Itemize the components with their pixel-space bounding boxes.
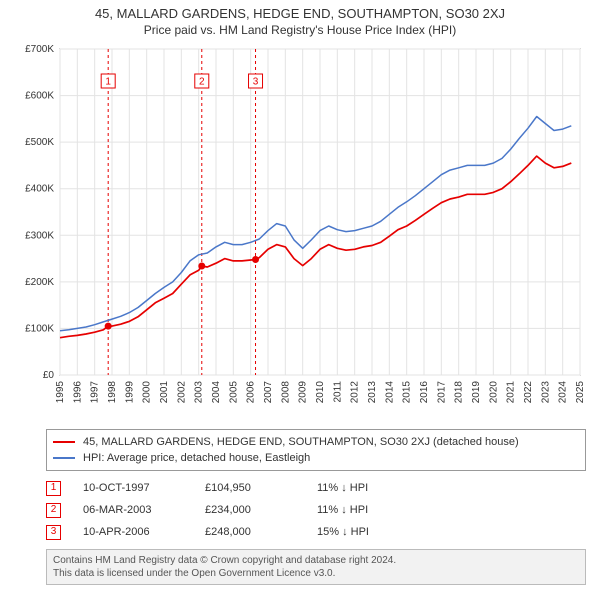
x-tick-label: 2008 — [280, 381, 291, 404]
event-row-diff: 11% ↓ HPI — [317, 477, 427, 499]
x-tick-label: 2015 — [402, 381, 413, 404]
y-tick-label: £0 — [43, 370, 55, 381]
x-tick-label: 1995 — [55, 381, 66, 404]
x-tick-label: 2019 — [471, 381, 482, 404]
event-row: 2 06-MAR-2003 £234,000 11% ↓ HPI — [46, 499, 586, 521]
event-row-badge: 2 — [46, 503, 61, 518]
y-tick-label: £100K — [25, 323, 54, 334]
event-row-price: £104,950 — [205, 477, 295, 499]
event-badge-number: 1 — [105, 77, 111, 88]
event-row-price: £248,000 — [205, 521, 295, 543]
x-tick-label: 2018 — [454, 381, 465, 404]
event-row: 1 10-OCT-1997 £104,950 11% ↓ HPI — [46, 477, 586, 499]
event-row-date: 10-OCT-1997 — [83, 477, 183, 499]
x-tick-label: 1996 — [72, 381, 83, 404]
x-tick-label: 2016 — [419, 381, 430, 404]
x-tick-label: 1998 — [107, 381, 118, 404]
y-tick-label: £400K — [25, 184, 54, 195]
legend-swatch — [53, 457, 75, 459]
x-tick-label: 2017 — [436, 381, 447, 404]
x-tick-label: 2007 — [263, 381, 274, 404]
x-tick-label: 2000 — [142, 381, 153, 404]
event-row: 3 10-APR-2006 £248,000 15% ↓ HPI — [46, 521, 586, 543]
event-row-date: 06-MAR-2003 — [83, 499, 183, 521]
x-tick-label: 2025 — [575, 381, 586, 404]
x-tick-label: 2001 — [159, 381, 170, 404]
event-point — [198, 263, 205, 270]
legend-swatch — [53, 441, 75, 443]
footer-line: This data is licensed under the Open Gov… — [53, 567, 579, 580]
x-tick-label: 2002 — [176, 381, 187, 404]
x-tick-label: 2014 — [384, 381, 395, 404]
x-tick-label: 1999 — [124, 381, 135, 404]
x-tick-label: 2022 — [523, 381, 534, 404]
x-tick-label: 2012 — [350, 381, 361, 404]
event-badge-number: 3 — [253, 77, 259, 88]
x-tick-label: 2004 — [211, 381, 222, 404]
event-point — [252, 256, 259, 263]
y-tick-label: £600K — [25, 91, 54, 102]
x-tick-label: 2023 — [540, 381, 551, 404]
x-tick-label: 2011 — [332, 381, 343, 403]
y-tick-label: £500K — [25, 137, 54, 148]
chart-footer: Contains HM Land Registry data © Crown c… — [46, 549, 586, 585]
x-tick-label: 2021 — [506, 381, 517, 404]
event-point — [105, 323, 112, 330]
x-tick-label: 2006 — [246, 381, 257, 404]
y-tick-label: £200K — [25, 277, 54, 288]
x-tick-label: 2020 — [488, 381, 499, 404]
x-tick-label: 2003 — [194, 381, 205, 404]
x-tick-label: 2024 — [558, 381, 569, 404]
x-tick-label: 2010 — [315, 381, 326, 404]
x-tick-label: 1997 — [90, 381, 101, 404]
event-row-date: 10-APR-2006 — [83, 521, 183, 543]
x-tick-label: 2009 — [298, 381, 309, 404]
chart-svg: £0 £100K £200K £300K £400K £500K £600K £700K 199… — [6, 43, 594, 411]
legend-item: HPI: Average price, detached house, East… — [53, 450, 579, 466]
event-row-badge: 1 — [46, 481, 61, 496]
x-tick-label: 2013 — [367, 381, 378, 404]
legend-label: HPI: Average price, detached house, East… — [83, 450, 310, 466]
chart-title: 45, MALLARD GARDENS, HEDGE END, SOUTHAMP… — [6, 6, 594, 21]
event-row-diff: 11% ↓ HPI — [317, 499, 427, 521]
y-tick-label: £700K — [25, 44, 54, 55]
x-tick-label: 2005 — [228, 381, 239, 404]
footer-line: Contains HM Land Registry data © Crown c… — [53, 554, 579, 567]
chart-container: 45, MALLARD GARDENS, HEDGE END, SOUTHAMP… — [0, 0, 600, 589]
chart-legend: 45, MALLARD GARDENS, HEDGE END, SOUTHAMP… — [46, 429, 586, 471]
event-row-price: £234,000 — [205, 499, 295, 521]
event-badge-number: 2 — [199, 77, 205, 88]
event-row-badge: 3 — [46, 525, 61, 540]
legend-item: 45, MALLARD GARDENS, HEDGE END, SOUTHAMP… — [53, 434, 579, 450]
event-table: 1 10-OCT-1997 £104,950 11% ↓ HPI 2 06-MAR-200… — [46, 477, 586, 543]
legend-label: 45, MALLARD GARDENS, HEDGE END, SOUTHAMP… — [83, 434, 519, 450]
chart-subtitle: Price paid vs. HM Land Registry's House … — [6, 23, 594, 37]
y-tick-label: £300K — [25, 230, 54, 241]
event-row-diff: 15% ↓ HPI — [317, 521, 427, 543]
chart-plot: £0 £100K £200K £300K £400K £500K £600K £700K 199… — [6, 43, 594, 423]
